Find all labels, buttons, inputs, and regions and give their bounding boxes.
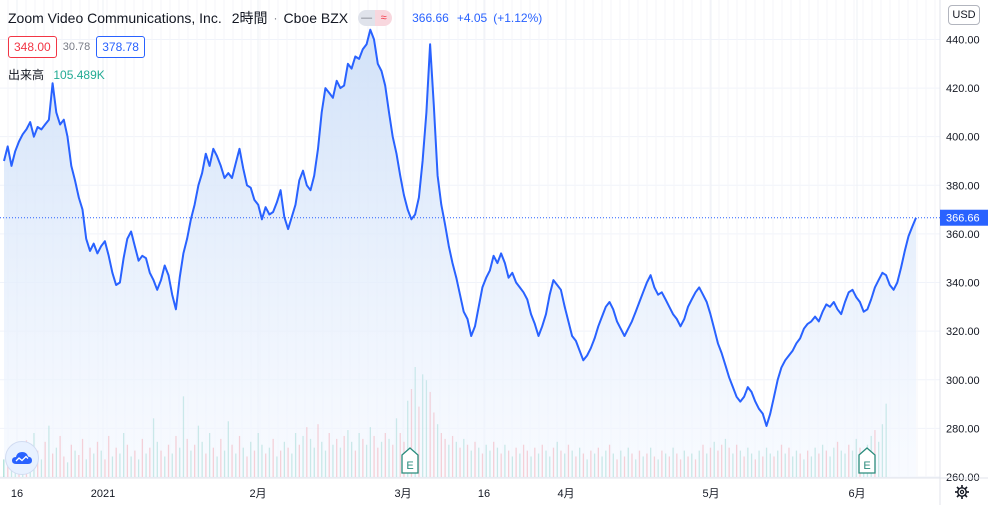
market-status-icon[interactable]: — [358,10,376,26]
y-tick-label: 420.00 [946,83,980,95]
y-tick-label: 320.00 [946,326,980,338]
last-price-label-bg [940,209,988,226]
last-price-axis-label: 366.66 [946,213,980,225]
y-tick-label: 280.00 [946,423,980,435]
spread-value: 30.78 [62,41,91,53]
x-tick-label: 2月 [249,488,266,500]
y-tick-label: 380.00 [946,180,980,192]
price-change: +4.05 [456,11,488,25]
cloud-logo-icon[interactable] [5,441,39,475]
y-tick-label: 360.00 [946,229,980,241]
x-tick-label: 5月 [702,488,719,500]
buy-price-button[interactable]: 378.78 [96,36,145,58]
x-tick-label: 2021 [91,488,115,500]
earnings-e-icon[interactable]: E [858,447,876,474]
x-tick-label: 6月 [848,488,865,500]
y-tick-label: 440.00 [946,34,980,46]
status-pill[interactable]: — ≈ [358,10,393,26]
currency-button[interactable]: USD [948,5,980,25]
y-tick-label: 400.00 [946,132,980,144]
exchange-label: Cboe BZX [283,10,349,26]
y-tick-label: 300.00 [946,375,980,387]
volume-value: 105.489K [53,68,105,82]
y-tick-label: 340.00 [946,278,980,290]
earnings-marker-label: E [863,460,870,472]
gear-icon[interactable] [952,484,972,502]
x-tick-label: 3月 [394,488,411,500]
price-change-percent: (+1.12%) [493,11,543,25]
quote-row: 348.00 30.78 378.78 [8,36,145,58]
symbol-header: Zoom Video Communications, Inc. 2時間 · Cb… [8,10,543,26]
earnings-e-icon[interactable]: E [401,447,419,474]
price-line [3,28,917,427]
last-price: 366.66 [412,11,449,25]
price-area [4,29,916,477]
x-tick-label: 16 [478,488,490,500]
timeframe-label[interactable]: 2時間 [231,10,268,26]
symbol-title[interactable]: Zoom Video Communications, Inc. [8,10,222,26]
sell-price-button[interactable]: 348.00 [8,36,57,58]
x-tick-label: 4月 [557,488,574,500]
data-delay-icon[interactable]: ≈ [375,10,393,26]
x-tick-label: 16 [11,488,23,500]
earnings-marker-label: E [406,460,413,472]
volume-legend[interactable]: 出来高 105.489K [8,66,105,83]
volume-label: 出来高 [8,68,45,82]
